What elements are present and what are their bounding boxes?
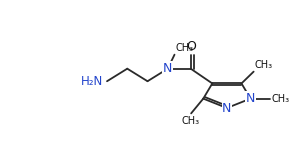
- Text: CH₃: CH₃: [254, 60, 273, 70]
- Text: H₂N: H₂N: [81, 75, 103, 88]
- Text: CH₃: CH₃: [181, 116, 200, 126]
- Text: N: N: [163, 62, 173, 75]
- Text: CH₃: CH₃: [271, 94, 289, 104]
- Text: N: N: [246, 92, 255, 105]
- Text: O: O: [186, 40, 196, 53]
- Text: CH₃: CH₃: [175, 43, 193, 53]
- Text: N: N: [222, 101, 232, 115]
